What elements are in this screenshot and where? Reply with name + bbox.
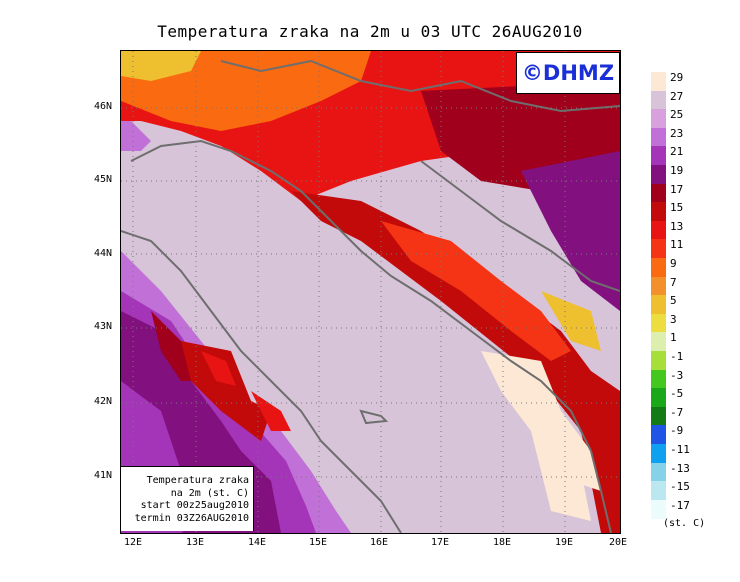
info-line-3: start 00z25aug2010 (140, 500, 249, 511)
legend-label: 1 (670, 331, 677, 345)
info-box: Temperatura zraka na 2m (st. C) start 00… (121, 466, 254, 531)
legend-swatch (651, 109, 666, 129)
legend-swatch (651, 146, 666, 166)
legend-label: 17 (670, 182, 684, 196)
adriatic-sea (121, 151, 601, 533)
legend-label: -3 (670, 368, 684, 382)
legend-label: 9 (670, 257, 677, 270)
inner-border (420, 160, 620, 292)
italy-hot-4 (251, 391, 291, 431)
lon-label-18e: 18E (493, 537, 512, 548)
italy-hot-2 (181, 341, 271, 441)
legend-swatch (651, 183, 666, 203)
otranto-warm (531, 431, 591, 521)
legend-label: -9 (670, 424, 684, 438)
legend-label: 29 (670, 71, 684, 84)
legend-swatch (651, 239, 666, 259)
legend-label: 19 (670, 164, 684, 177)
legend-swatch (651, 313, 666, 333)
lon-label-15e: 15E (309, 537, 328, 548)
legend-swatch (651, 127, 666, 147)
map-canvas (121, 51, 620, 533)
legend-swatch (651, 388, 666, 408)
map-title: Temperatura zraka na 2m u 03 UTC 26AUG20… (157, 22, 583, 41)
italy-hot-3 (201, 351, 236, 386)
north-border (220, 59, 620, 113)
legend-label: 5 (670, 294, 677, 308)
lat-label-42n: 42N (94, 396, 113, 407)
legend-swatch (651, 90, 666, 110)
serbia-purple (521, 151, 620, 311)
west-coastline (121, 230, 402, 533)
lon-label-17e: 17E (431, 537, 450, 548)
legend-label: 15 (670, 201, 684, 215)
legend-swatch (651, 72, 666, 92)
lon-label-19e: 19E (555, 537, 574, 548)
temperature-map (120, 50, 621, 534)
legend-swatch (651, 258, 666, 278)
legend-label: 13 (670, 219, 684, 233)
dinaric-orange (381, 221, 571, 361)
alps-yellow (121, 51, 201, 81)
lat-label-43n: 43N (94, 321, 113, 332)
legend-swatch (651, 481, 666, 501)
legend-swatch (651, 165, 666, 185)
info-line-4: termin 03Z26AUG2010 (134, 512, 249, 524)
island (359, 409, 389, 425)
legend-swatch (651, 369, 666, 389)
legend-label: -5 (670, 387, 684, 401)
legend-label: -1 (670, 350, 684, 363)
legend-swatch (651, 295, 666, 315)
legend-swatch (651, 332, 666, 352)
legend-label: 25 (670, 108, 684, 122)
lat-label-46n: 46N (94, 101, 113, 112)
south-adriatic-warm (481, 351, 601, 491)
legend-swatch (651, 406, 666, 426)
dhmz-logo: ©DHMZ (516, 52, 620, 94)
lon-label-13e: 13E (186, 537, 205, 548)
legend-label: -11 (670, 443, 690, 456)
legend-swatch (651, 351, 666, 371)
lat-label-41n: 41N (94, 470, 113, 481)
legend-swatch (651, 425, 666, 445)
legend-swatch (651, 220, 666, 240)
lon-label-14e: 14E (248, 537, 267, 548)
legend-unit: (st. C) (663, 518, 706, 529)
lat-label-45n: 45N (94, 174, 113, 185)
legend-label: 3 (670, 312, 677, 326)
legend-label: 27 (670, 89, 684, 103)
legend-label: -7 (670, 405, 684, 419)
legend-label: 11 (670, 238, 684, 252)
info-line-1: Temperatura zraka (146, 475, 249, 486)
dinaric-yellow (541, 291, 601, 351)
legend-label: 23 (670, 126, 684, 140)
east-coastline (130, 139, 612, 533)
legend-label: 7 (670, 275, 677, 289)
legend-label: 21 (670, 145, 684, 159)
legend-label: -15 (670, 480, 690, 494)
lat-label-44n: 44N (94, 248, 113, 259)
legend-swatch (651, 276, 666, 296)
legend-label: -13 (670, 461, 690, 475)
lon-label-12e: 12E (124, 537, 143, 548)
legend-swatch (651, 444, 666, 464)
lon-label-20e: 20E (609, 537, 628, 548)
legend-swatch (651, 499, 666, 519)
lon-label-16e: 16E (370, 537, 389, 548)
legend-swatch (651, 462, 666, 482)
info-line-2: na 2m (st. C) (170, 487, 249, 499)
legend-label: -17 (670, 498, 690, 512)
legend-swatch (651, 202, 666, 222)
grid-lines (121, 51, 620, 533)
